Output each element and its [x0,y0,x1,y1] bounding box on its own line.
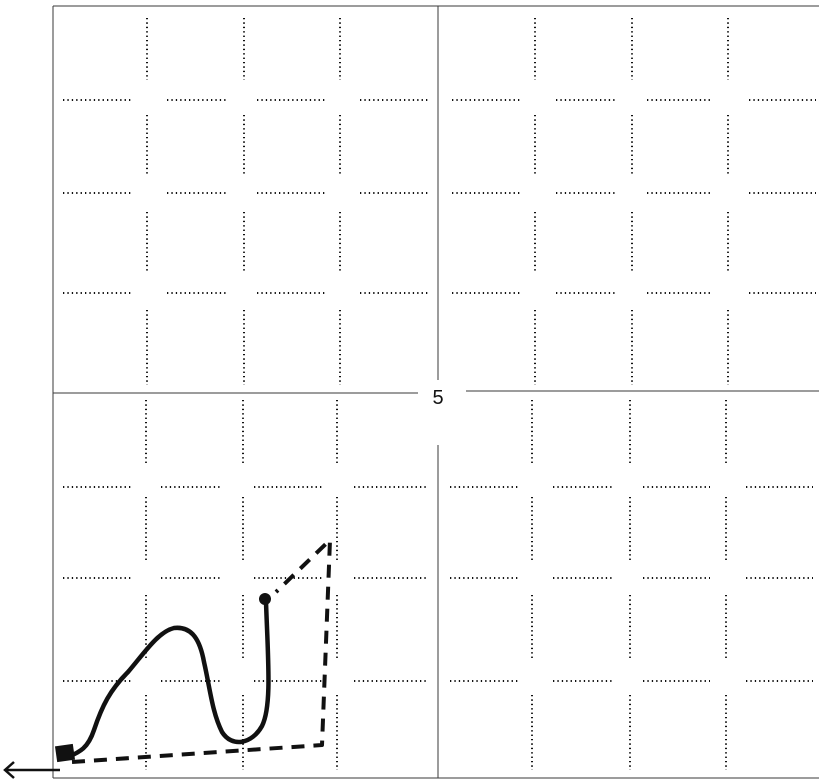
center-label-background [420,380,458,420]
center-label: 5 [432,387,443,409]
filled-dot-icon [259,593,271,605]
solid-route [65,599,271,760]
arrow-left-icon [3,761,60,779]
filled-square-icon [54,743,76,763]
dashed-route [71,538,332,764]
dotted-grid [63,18,816,770]
quadrant-dividers [53,6,819,778]
outer-frame [52,5,819,779]
center-label-group: 5 [420,380,458,420]
